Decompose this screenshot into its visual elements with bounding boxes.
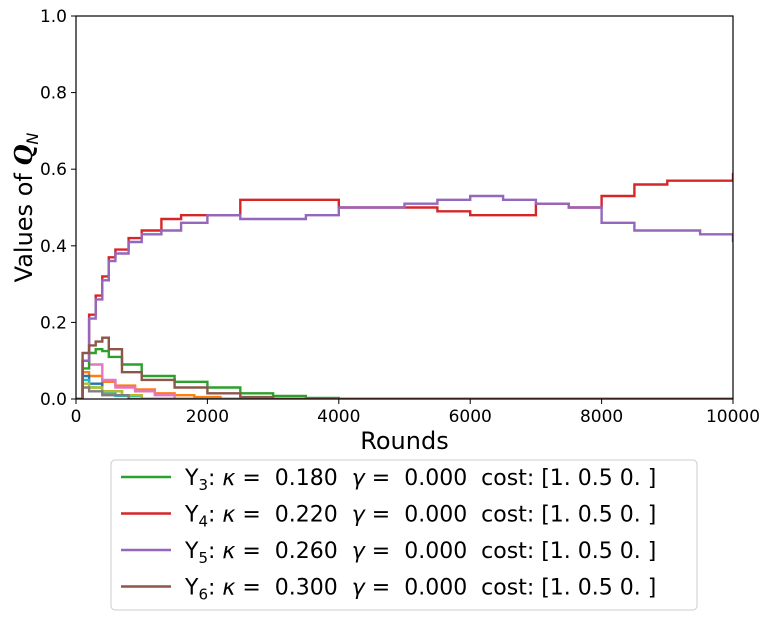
x-tick-label: 2000 [186,407,229,427]
y-tick-label: 0.0 [40,390,67,410]
y-tick-label: 1.0 [40,7,67,27]
y-tick-label: 0.8 [40,84,67,104]
y-axis-title: Values of QN [9,133,42,283]
legend-box [110,459,698,611]
x-tick-label: 0 [71,407,82,427]
series-line-y3 [76,348,733,399]
y-tick-label: 0.6 [40,160,67,180]
x-tick-label: 6000 [449,407,492,427]
x-axis-title: Rounds [360,427,448,455]
series-lines [76,173,733,399]
y-tick-label: 0.2 [40,313,67,333]
x-tick-label: 10000 [706,407,760,427]
legend-entry-label: Y6: κ = 0.300 γ = 0.000 cost: [1. 0.5 0.… [184,576,656,604]
axes: 0 2000 4000 6000 8000 10000 0.0 0.2 0.4 0.6 0.8 1.0… [9,7,760,455]
y-tick-label: 0.4 [40,237,67,257]
x-tick-label: 4000 [317,407,360,427]
legend-entry-label: Y5: κ = 0.260 γ = 0.000 cost: [1. 0.5 0.… [184,539,656,567]
legend-entry-label: Y4: κ = 0.220 γ = 0.000 cost: [1. 0.5 0.… [184,503,656,531]
legend-entry-label: Y3: κ = 0.180 γ = 0.000 cost: [1. 0.5 0.… [184,466,656,494]
plot-area [76,16,733,399]
x-tick-label: 8000 [580,407,623,427]
plot-frame [75,15,734,400]
series-line-y5 [76,194,733,399]
series-line-y6 [76,336,733,399]
legend: Y3: κ = 0.180 γ = 0.000 cost: [1. 0.5 0.… [110,459,698,611]
